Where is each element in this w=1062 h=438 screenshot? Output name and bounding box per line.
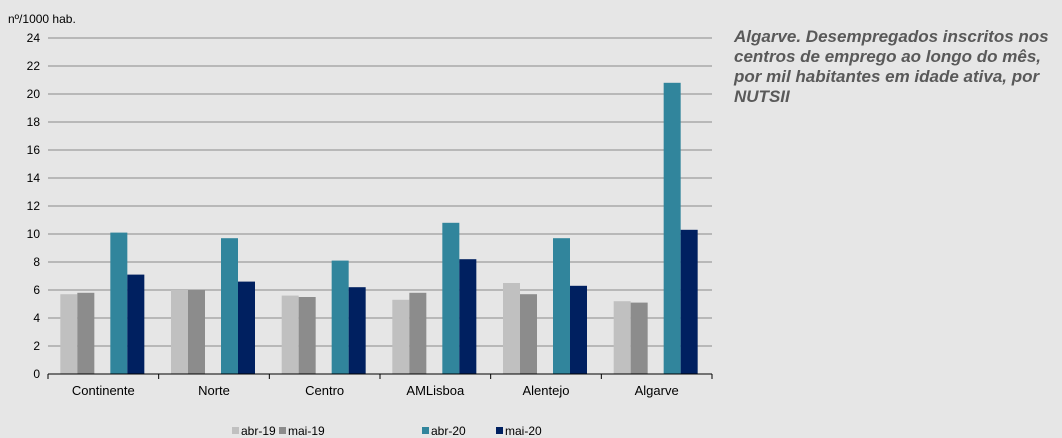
x-tick-label: Algarve [635,383,679,398]
bar-mai-19-Continente [77,292,95,374]
legend-swatch [496,427,503,434]
x-tick-label: AMLisboa [406,383,465,398]
y-tick-label: 16 [27,143,41,157]
bar-abr-19-Continente [60,294,78,374]
bar-abr-20-Norte [221,238,238,374]
bar-mai-19-Alentejo [520,294,537,374]
legend-swatch [422,427,429,434]
legend-label: abr-19 [241,424,276,438]
y-axis-label: nº/1000 hab. [8,12,76,26]
gridlines [48,37,712,347]
y-tick-label: 14 [27,171,41,185]
bar-mai-19-Norte [188,290,205,374]
legend-item-abr-19: abr-19 [232,424,276,438]
legend-item-mai-19: mai-19 [279,424,325,438]
y-tick-label: 18 [27,115,41,129]
bar-mai-19-Centro [298,297,316,374]
x-tick-label: Norte [198,383,230,398]
bar-abr-19-Alentejo [503,283,520,374]
x-tick-label: Centro [305,383,344,398]
legend-label: abr-20 [431,424,466,438]
bar-mai-20-Continente [127,274,145,374]
legend-swatch [279,427,286,434]
bar-abr-19-Centro [281,295,299,374]
bar-abr-20-Algarve [663,82,681,375]
x-tick-label: Alentejo [523,383,570,398]
x-axis [47,373,713,379]
bar-abr-20-AMLisboa [442,222,460,374]
bar-mai-19-AMLisboa [409,292,427,374]
legend-item-mai-20: mai-20 [496,424,542,438]
bar-mai-20-Centro [348,287,366,374]
bar-mai-20-Algarve [680,229,698,374]
chart-title: Algarve. Desempregados inscritos nos cen… [734,27,1049,106]
y-tick-label: 24 [27,31,41,45]
y-tick-label: 20 [27,87,41,101]
bar-abr-19-Norte [171,290,188,374]
y-tick-label: 4 [33,311,40,325]
bar-abr-19-Algarve [613,301,631,374]
y-tick-label: 2 [33,339,40,353]
bar-abr-19-AMLisboa [392,299,410,374]
x-tick-label: Continente [72,383,135,398]
y-tick-label: 8 [33,255,40,269]
x-axis-tick-labels: Continente Norte Centro AMLisboa Alentejo Alg… [72,383,679,398]
bar-abr-20-Centro [331,260,349,374]
y-tick-label: 22 [27,59,41,73]
legend-label: mai-20 [505,424,542,438]
legend-item-abr-20: abr-20 [422,424,466,438]
bar-mai-20-Alentejo [570,285,587,374]
legend: abr-19 mai-19 abr-20 mai-20 [232,424,542,438]
legend-swatch [232,427,239,434]
bar-mai-20-Norte [238,281,255,374]
y-tick-label: 0 [33,367,40,381]
y-tick-label: 12 [27,199,41,213]
bar-mai-19-Algarve [630,302,648,374]
bar-mai-20-AMLisboa [459,259,477,374]
legend-label: mai-19 [288,424,325,438]
bar-abr-20-Alentejo [553,238,570,374]
y-tick-label: 6 [33,283,40,297]
bars [60,82,698,375]
y-tick-label: 10 [27,227,41,241]
bar-abr-20-Continente [110,232,128,374]
